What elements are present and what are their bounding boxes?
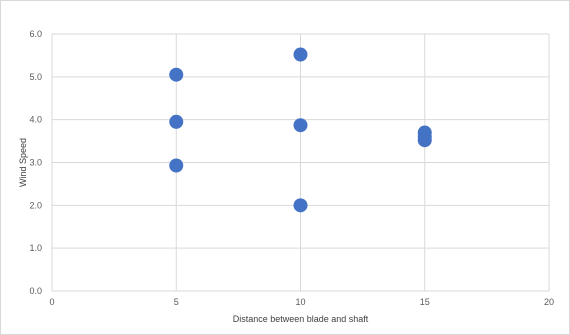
data-points (169, 47, 432, 213)
y-tick-label: 4.0 (29, 115, 42, 125)
y-tick-labels: 0.0 1.0 2.0 3.0 4.0 5.0 6.0 (29, 29, 42, 296)
data-point (169, 114, 184, 129)
x-tick-label: 0 (49, 297, 54, 307)
x-axis-title: Distance between blade and shaft (233, 314, 369, 324)
data-point (417, 133, 432, 148)
gridlines (51, 33, 550, 292)
x-tick-labels: 0 5 10 15 20 (49, 297, 554, 307)
y-tick-label: 0.0 (29, 286, 42, 296)
y-tick-label: 3.0 (29, 158, 42, 168)
data-point (169, 158, 184, 173)
data-point (293, 47, 308, 62)
y-axis-title: Wind Speed (18, 138, 28, 187)
x-tick-label: 20 (544, 297, 554, 307)
data-point (293, 198, 308, 213)
data-point (293, 118, 308, 133)
x-tick-label: 10 (295, 297, 305, 307)
y-tick-label: 2.0 (29, 200, 42, 210)
data-point (169, 67, 184, 82)
y-tick-label: 5.0 (29, 72, 42, 82)
y-tick-label: 6.0 (29, 29, 42, 39)
y-tick-label: 1.0 (29, 243, 42, 253)
x-tick-label: 15 (420, 297, 430, 307)
x-tick-label: 5 (174, 297, 179, 307)
